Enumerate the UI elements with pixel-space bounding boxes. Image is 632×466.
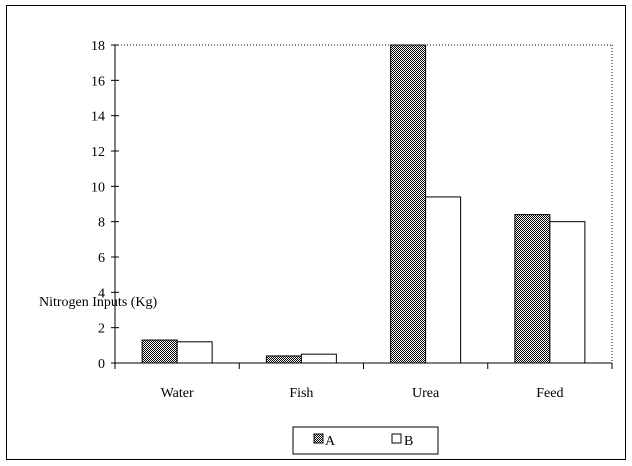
legend-label-a: A — [325, 434, 336, 449]
legend-label-b: B — [404, 434, 413, 449]
y-tick-label: 0 — [98, 357, 105, 372]
legend-swatch-b — [391, 433, 402, 444]
bar-b-fish — [300, 353, 337, 364]
bar-a-urea — [390, 44, 427, 364]
x-category-label: Urea — [412, 386, 440, 401]
axes: 0 2 4 6 8 10 12 14 16 18 Water Fish Urea Feed — [91, 39, 613, 401]
y-tick-label: 4 — [98, 286, 105, 301]
bar-a-water — [141, 339, 178, 364]
plot-area — [115, 44, 613, 363]
y-tick-label: 16 — [91, 74, 105, 89]
bar-b-urea — [425, 196, 462, 364]
bar-b-feed — [549, 221, 586, 364]
y-tick-label: 2 — [98, 322, 105, 337]
y-tick-label: 8 — [98, 216, 105, 231]
legend-swatch-a — [313, 433, 324, 444]
bar-a-feed — [514, 214, 551, 364]
bar-b-water — [176, 341, 213, 364]
x-category-label: Fish — [289, 386, 313, 401]
y-tick-label: 18 — [91, 39, 105, 54]
bars — [141, 44, 586, 364]
bar-a-fish — [265, 355, 302, 364]
legend: A B — [292, 426, 439, 455]
y-tick-label: 6 — [98, 251, 105, 266]
x-category-label: Feed — [536, 386, 563, 401]
y-tick-label: 12 — [91, 145, 105, 160]
y-tick-label: 14 — [91, 110, 105, 125]
y-tick-label: 10 — [91, 180, 105, 195]
x-category-label: Water — [161, 386, 194, 401]
y-axis-label: Nitrogen Inputs (Kg) — [39, 295, 158, 310]
